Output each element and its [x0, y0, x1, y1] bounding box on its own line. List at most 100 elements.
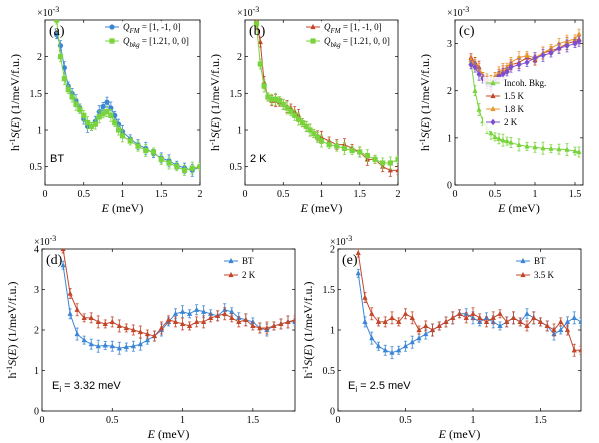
data-point: [510, 314, 517, 320]
data-point: [497, 322, 503, 329]
legend-marker: [490, 118, 496, 126]
data-point: [307, 127, 313, 133]
y-tick-label: 3: [34, 285, 39, 296]
data-point: [123, 324, 129, 331]
data-point: [362, 318, 368, 324]
data-point: [402, 310, 409, 316]
data-point: [208, 310, 214, 316]
x-tick-label: 1: [471, 415, 476, 426]
data-point: [280, 101, 286, 107]
data-point: [396, 347, 402, 353]
data-point: [578, 318, 581, 324]
data-point: [143, 147, 149, 154]
series-line: [62, 249, 295, 337]
data-point: [116, 322, 122, 329]
data-point: [172, 310, 179, 316]
y-tick-label: 1: [237, 126, 242, 137]
x-tick-label: 2: [198, 189, 203, 200]
series-q-bkg-1-21-0-0-: [253, 20, 398, 170]
data-point: [109, 343, 115, 349]
data-point: [100, 111, 106, 117]
y-tick-label: 3: [447, 39, 452, 50]
panel-label: (a): [49, 24, 65, 39]
data-point: [116, 127, 122, 133]
data-point: [558, 326, 564, 333]
data-point: [395, 156, 398, 162]
data-point: [409, 339, 415, 345]
data-point: [229, 308, 235, 314]
data-point: [387, 160, 393, 166]
series-line: [62, 265, 295, 349]
y-axis-label: h-1S(E) (1/meV/f.u.): [8, 54, 22, 151]
y-tick-label: 1: [330, 326, 335, 337]
data-point: [201, 318, 207, 324]
data-point: [488, 130, 494, 136]
data-point: [60, 262, 66, 268]
data-point: [186, 322, 193, 329]
data-point: [276, 98, 283, 104]
data-point: [109, 318, 115, 324]
data-point: [174, 164, 180, 170]
y-tick-label: 1: [34, 366, 39, 377]
data-point: [396, 318, 402, 324]
x-tick-label: 0.5: [489, 189, 502, 200]
legend: QFM = [1, -1, 0]Qbkg = [1.21, 0, 0]: [102, 21, 197, 51]
data-point: [315, 134, 321, 140]
data-point: [250, 322, 256, 329]
data-point: [73, 101, 79, 107]
data-point: [423, 322, 429, 329]
x-tick-label: 1.5: [155, 189, 168, 200]
data-point: [104, 109, 110, 115]
data-point: [389, 314, 395, 320]
data-point: [517, 318, 523, 324]
y-tick-label: 2: [237, 52, 242, 63]
legend-label: QFM = [1, -1, 0]: [324, 22, 382, 35]
data-point: [524, 322, 530, 329]
data-point: [74, 306, 80, 312]
data-point: [548, 145, 554, 151]
series-q-bkg-1-21-0-0-: [54, 20, 200, 176]
data-point: [264, 324, 270, 331]
data-point: [299, 120, 305, 126]
data-point: [88, 341, 94, 347]
x-axis-label: E (meV): [497, 201, 540, 215]
data-point: [524, 52, 530, 58]
data-point: [102, 342, 108, 348]
data-point: [292, 316, 295, 322]
data-point: [137, 341, 143, 347]
x-tick-label: 1: [533, 189, 538, 200]
legend: BT 3.5 K: [513, 255, 577, 285]
data-point: [236, 318, 242, 324]
legend-label: 1.5 K: [504, 91, 525, 101]
x-tick-label: 0: [43, 189, 48, 200]
y-tick-label: 0.5: [230, 162, 243, 173]
data-point: [409, 314, 415, 320]
data-point: [578, 347, 581, 353]
x-tick-label: 2: [396, 189, 401, 200]
data-point: [395, 167, 398, 173]
data-point: [472, 63, 478, 71]
x-tick-label: 0.5: [78, 189, 91, 200]
data-point: [311, 131, 317, 137]
data-point: [189, 165, 195, 171]
legend-label: 2 K: [242, 270, 256, 280]
data-point: [496, 135, 502, 141]
data-point: [564, 146, 570, 152]
x-tick-label: 0.5: [106, 415, 119, 426]
data-point: [571, 314, 577, 320]
x-tick-label: 0: [40, 415, 45, 426]
data-point: [355, 249, 361, 256]
data-point: [67, 290, 73, 296]
data-point: [382, 347, 388, 353]
data-point: [95, 343, 101, 349]
x-tick-label: 1.5: [569, 189, 582, 200]
legend-label: BT: [534, 256, 546, 266]
x-axis-label: E (meV): [147, 427, 190, 441]
data-point: [88, 314, 94, 320]
x-tick-label: 1.5: [247, 415, 260, 426]
data-point: [81, 314, 87, 320]
data-point: [222, 310, 228, 316]
data-point: [284, 105, 290, 111]
data-point: [504, 138, 510, 144]
data-point: [476, 106, 482, 112]
